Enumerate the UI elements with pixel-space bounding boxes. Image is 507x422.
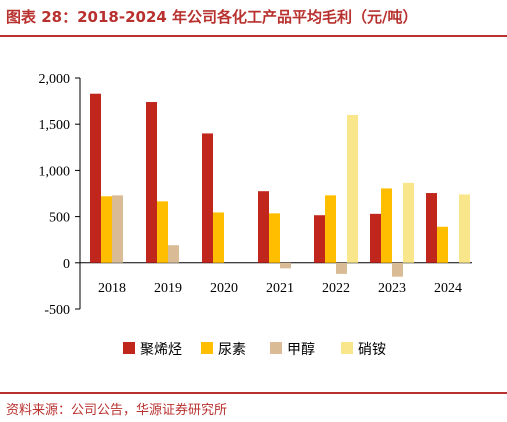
legend-label: 硝铵 — [358, 342, 386, 358]
chart-title: 图表 28：2018-2024 年公司各化工产品平均毛利（元/吨） — [6, 8, 418, 26]
x-tick-label: 2019 — [154, 281, 182, 296]
x-tick-label: 2021 — [266, 281, 294, 296]
bar-聚烯烃-2018 — [90, 93, 101, 263]
bar-甲醇-2021 — [280, 262, 291, 269]
y-tick-label: 0 — [63, 257, 70, 272]
y-tick-label: -500 — [44, 303, 70, 318]
x-tick-label: 2022 — [322, 281, 350, 296]
bar-甲醇-2022 — [336, 262, 347, 274]
bar-聚烯烃-2022 — [314, 215, 325, 263]
legend: 聚烯烃 尿素 甲醇 硝铵 — [123, 341, 386, 358]
y-tick-label: 1,000 — [39, 164, 71, 179]
bar-聚烯烃-2024 — [426, 193, 437, 263]
bar-聚烯烃-2019 — [146, 102, 157, 263]
bar-尿素-2018 — [101, 196, 112, 263]
bar-聚烯烃-2023 — [370, 213, 381, 263]
source-divider — [0, 392, 507, 394]
x-tick-label: 2023 — [378, 281, 406, 296]
bar-尿素-2023 — [381, 188, 392, 263]
legend-swatch-甲醇 — [270, 342, 282, 354]
y-tick-label: 500 — [49, 211, 70, 226]
bar-尿素-2024 — [437, 226, 448, 263]
bar-尿素-2020 — [213, 212, 224, 263]
legend-label: 甲醇 — [287, 341, 315, 358]
bar-硝铵-2023 — [403, 182, 414, 263]
x-tick-label: 2024 — [434, 281, 462, 296]
legend-label: 尿素 — [218, 342, 246, 358]
bar-尿素-2021 — [269, 213, 280, 263]
legend-swatch-尿素 — [201, 342, 213, 354]
chart: 2,000 1,500 1,000 500 0 -500 2018 2019 2020 2021 2… — [39, 72, 472, 358]
bar-硝铵-2024 — [459, 194, 470, 263]
bar-聚烯烃-2020 — [202, 133, 213, 263]
plot-area: 2,000 1,500 1,000 500 0 -500 2018 2019 2020 2021 2… — [39, 72, 472, 318]
legend-swatch-硝铵 — [341, 342, 353, 354]
y-tick-label: 2,000 — [39, 72, 71, 87]
title-divider — [0, 35, 507, 37]
bar-甲醇-2023 — [392, 262, 403, 277]
bar-尿素-2019 — [157, 201, 168, 263]
y-tick-label: 1,500 — [39, 118, 71, 133]
bar-聚烯烃-2021 — [258, 191, 269, 263]
source-note: 资料来源：公司公告，华源证券研究所 — [6, 403, 228, 418]
x-tick-label: 2020 — [210, 281, 238, 296]
bar-尿素-2022 — [325, 195, 336, 263]
x-tick-label: 2018 — [98, 281, 126, 296]
legend-label: 聚烯烃 — [140, 342, 182, 358]
bar-甲醇-2018 — [112, 195, 123, 263]
legend-swatch-聚烯烃 — [123, 342, 135, 354]
bar-甲醇-2019 — [168, 245, 179, 263]
bar-硝铵-2022 — [347, 114, 358, 263]
